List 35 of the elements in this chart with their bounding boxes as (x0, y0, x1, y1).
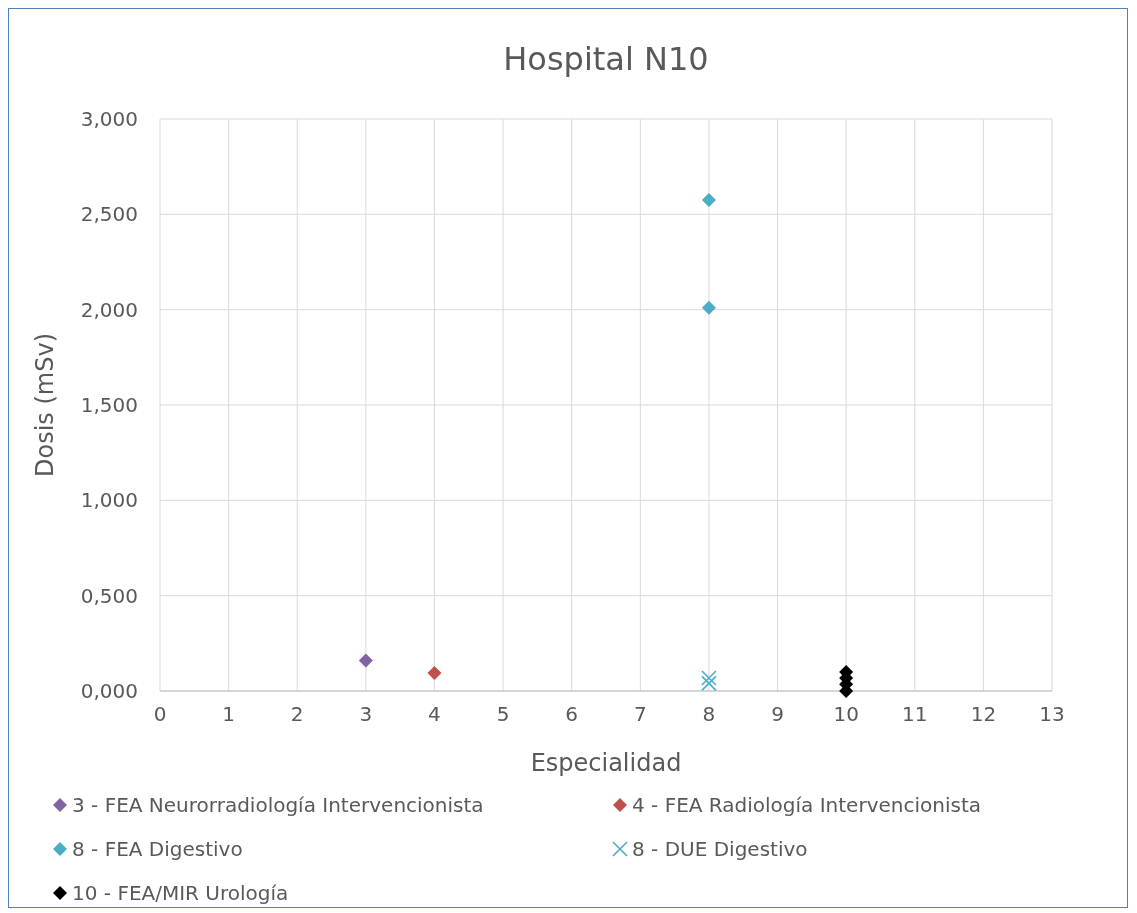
legend-label: 8 - DUE Digestivo (632, 837, 808, 861)
y-tick-label: 2,000 (80, 297, 138, 322)
x-tick-label: 6 (565, 702, 579, 726)
point (701, 670, 717, 686)
x-tick-label: 1 (222, 702, 235, 726)
legend-label: 10 - FEA/MIR Urología (72, 881, 289, 905)
point (701, 193, 716, 208)
y-tick-label: 3,000 (80, 107, 138, 131)
x-tick-label: 9 (771, 702, 784, 726)
point (427, 666, 442, 681)
x-tick-label: 11 (902, 702, 928, 726)
x-tick-label: 5 (496, 702, 510, 726)
x-tick-label: 4 (428, 702, 441, 726)
point (701, 300, 716, 315)
chart-title: Hospital N10 (503, 40, 709, 78)
legend-label: 4 - FEA Radiología Intervencionista (632, 793, 981, 817)
x-tick-label: 13 (1039, 702, 1065, 726)
y-tick-label: 1,000 (80, 488, 138, 513)
y-tick-label: 2,500 (80, 202, 138, 227)
point (701, 675, 717, 692)
x-tick-label: 10 (833, 702, 859, 726)
legend-label: 3 - FEA Neurorradiología Intervencionista (72, 793, 484, 817)
y-tick-label: 0,000 (80, 679, 138, 703)
x-tick-label: 0 (153, 702, 167, 726)
x-tick-label: 8 (702, 702, 716, 726)
x-tick-label: 12 (970, 702, 997, 726)
x-tick-label: 7 (633, 702, 647, 726)
legend-label: 8 - FEA Digestivo (72, 837, 243, 861)
y-tick-label: 1,500 (80, 393, 138, 417)
x-axis-title: Especialidad (530, 749, 682, 777)
x-tick-label: 2 (290, 702, 304, 726)
point (358, 653, 373, 668)
x-tick-label: 3 (359, 702, 373, 726)
y-axis-title: Dosis (mSv) (31, 332, 59, 478)
y-tick-label: 0,500 (80, 583, 138, 608)
